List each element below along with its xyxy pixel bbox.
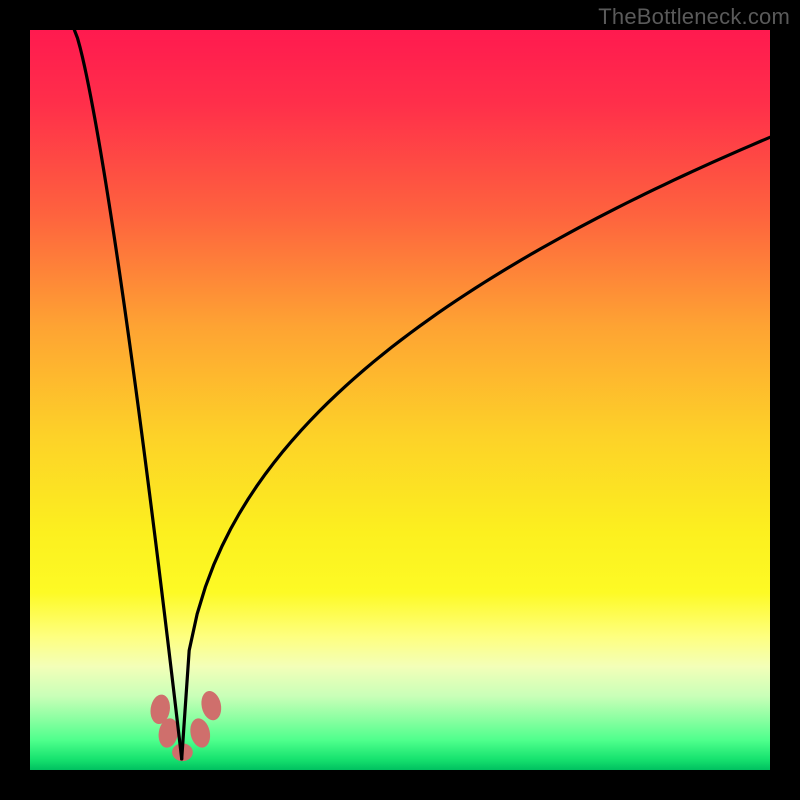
watermark-text: TheBottleneck.com — [598, 4, 790, 30]
plot-background — [30, 30, 770, 770]
stage: TheBottleneck.com — [0, 0, 800, 800]
chart-svg — [0, 0, 800, 800]
